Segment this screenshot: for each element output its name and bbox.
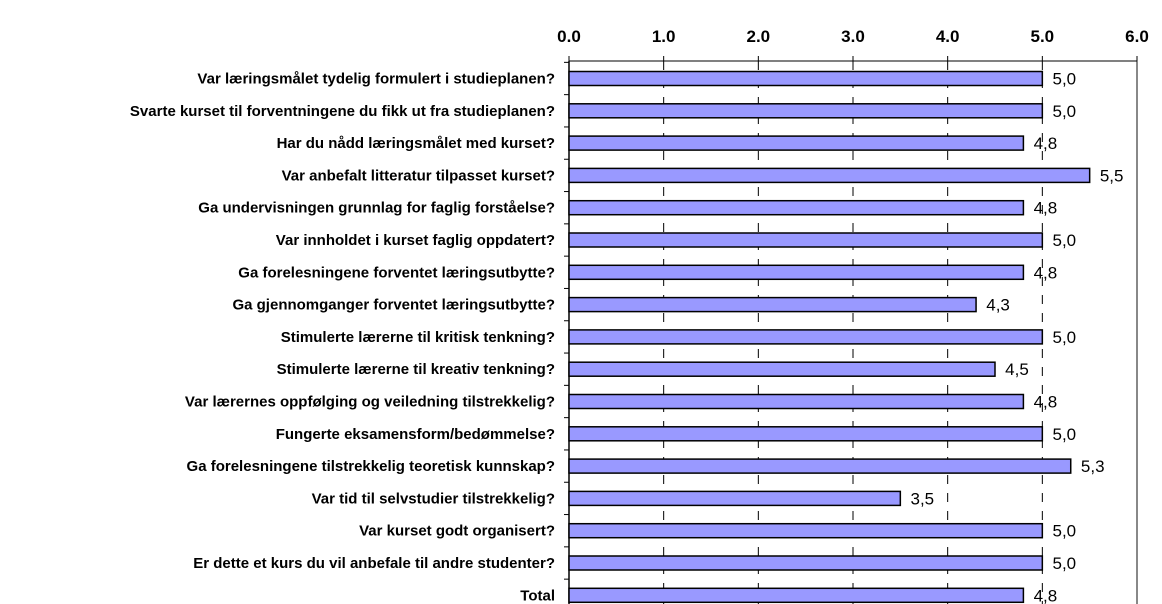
data-label: 4,8 — [1034, 586, 1058, 604]
bar — [568, 264, 1025, 281]
data-label: 5,0 — [1053, 231, 1077, 250]
category-label: Ga gjennomganger forventet læringsutbytt… — [232, 297, 555, 314]
bar — [568, 232, 1044, 248]
category-label: Var anbefalt litteratur tilpasset kurset… — [282, 167, 555, 184]
data-label: 5,0 — [1053, 70, 1077, 89]
bar — [568, 167, 1091, 184]
category-label: Total — [520, 587, 555, 604]
bar — [568, 393, 1025, 410]
x-tick-label: 3.0 — [841, 27, 865, 46]
x-tick-label: 0.0 — [557, 27, 581, 46]
category-label: Fungerte eksamensform/bedømmelse? — [276, 426, 555, 443]
data-label: 5,0 — [1053, 554, 1077, 573]
data-label: 5,0 — [1053, 102, 1077, 121]
data-label: 4,8 — [1034, 134, 1058, 153]
category-label: Var innholdet i kurset faglig oppdatert? — [276, 232, 555, 249]
data-label: 4,5 — [1005, 360, 1029, 379]
bar — [568, 103, 1044, 119]
data-label: 5,3 — [1081, 457, 1105, 476]
data-label: 3,5 — [911, 489, 935, 508]
bar — [568, 490, 902, 507]
x-tick-label: 4.0 — [936, 27, 960, 46]
category-label: Stimulerte lærerne til kreativ tenkning? — [277, 361, 555, 378]
category-label: Var kurset godt organisert? — [359, 523, 555, 540]
bar — [568, 458, 1072, 474]
category-label: Er dette et kurs du vil anbefale til and… — [193, 555, 555, 572]
category-label: Ga forelesningene tilstrekkelig teoretis… — [187, 458, 555, 475]
bar — [568, 199, 1025, 216]
bar — [568, 361, 996, 377]
category-label: Har du nådd læringsmålet med kurset? — [277, 135, 555, 152]
x-tick-label: 6.0 — [1125, 27, 1149, 46]
data-label: 5,5 — [1100, 166, 1124, 185]
data-label: 4,8 — [1034, 393, 1058, 412]
bar — [568, 329, 1044, 345]
bar — [568, 135, 1025, 151]
bar — [568, 522, 1044, 539]
x-tick-label: 5.0 — [1031, 27, 1055, 46]
category-label: Ga undervisningen grunnlag for faglig fo… — [198, 200, 555, 217]
x-tick-label: 1.0 — [652, 27, 676, 46]
data-label: 4,8 — [1034, 263, 1058, 282]
data-label: 5,0 — [1053, 425, 1077, 444]
category-label: Var tid til selvstudier tilstrekkelig? — [312, 490, 555, 507]
category-label: Var lærernes oppfølging og veiledning ti… — [185, 394, 555, 411]
x-tick-label: 2.0 — [747, 27, 771, 46]
bar — [568, 296, 977, 313]
category-label: Var læringsmålet tydelig formulert i stu… — [197, 71, 555, 88]
data-label: 4,8 — [1034, 199, 1058, 218]
category-label: Svarte kurset til forventningene du fikk… — [130, 103, 555, 120]
category-label: Stimulerte lærerne til kritisk tenkning? — [281, 329, 555, 346]
bar — [568, 587, 1025, 604]
data-label: 4,3 — [986, 296, 1010, 315]
bar — [568, 426, 1044, 442]
category-label: Ga forelesningene forventet læringsutbyt… — [238, 264, 555, 281]
bar — [568, 70, 1044, 87]
data-label: 5,0 — [1053, 328, 1077, 347]
data-label: 5,0 — [1053, 522, 1077, 541]
bar — [568, 555, 1044, 571]
